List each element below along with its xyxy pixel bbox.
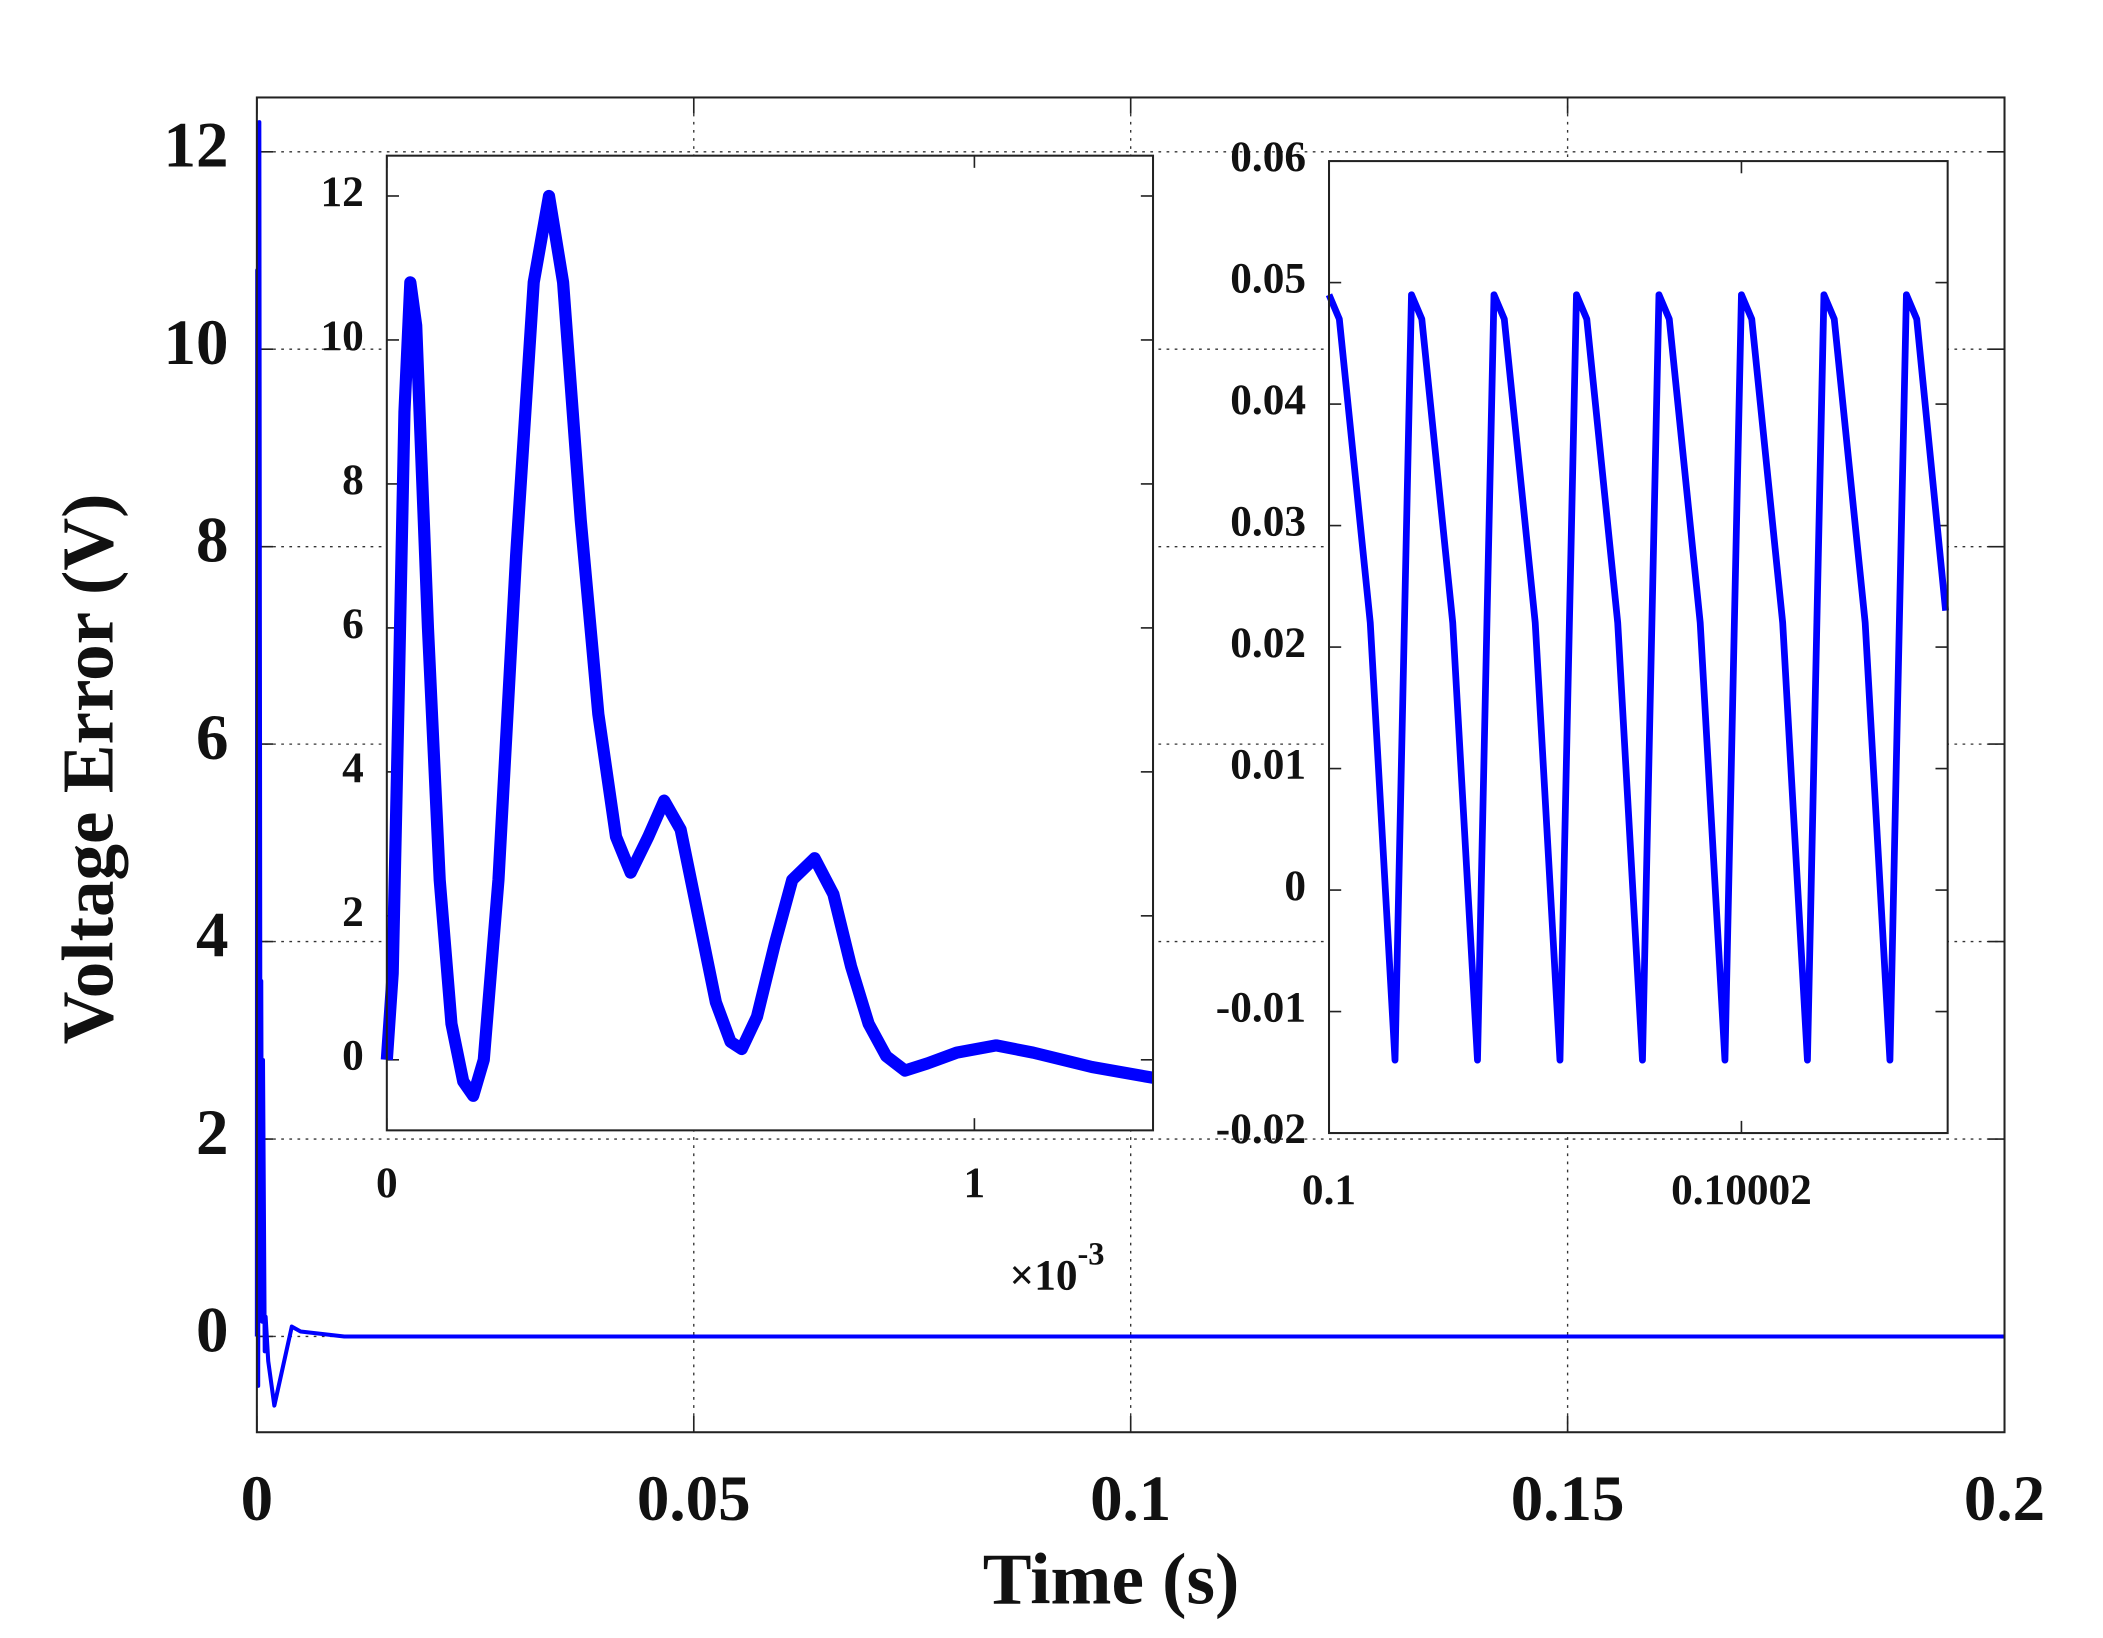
x-tick-label: 0 (241, 1463, 273, 1535)
y-tick-label: 10 (321, 312, 364, 360)
y-tick-label: 0 (196, 1294, 228, 1366)
y-tick-label: 0.05 (1230, 255, 1306, 303)
x-axis-label: Time (s) (983, 1538, 1239, 1619)
y-tick-label: 8 (342, 456, 364, 504)
x-tick-label: 0.10002 (1671, 1166, 1812, 1214)
y-axis-label: Voltage Error (V) (48, 494, 129, 1045)
x-tick-label: 0 (376, 1159, 398, 1207)
y-tick-label: 4 (196, 899, 228, 971)
y-tick-label: 0.06 (1230, 133, 1306, 181)
x-multiplier-exponent: -3 (1078, 1237, 1105, 1273)
y-tick-label: 0.01 (1230, 741, 1306, 789)
y-tick-label: 0.03 (1230, 498, 1306, 546)
y-tick-label: 0.04 (1230, 376, 1306, 424)
x-multiplier: ×10-3 (1010, 1237, 1105, 1299)
y-tick-label: 8 (196, 505, 228, 577)
y-tick-label: -0.01 (1216, 984, 1306, 1032)
axes-frame (385, 154, 1155, 1132)
y-tick-label: 2 (196, 1097, 228, 1169)
y-tick-label: 12 (163, 110, 228, 182)
y-tick-label: 6 (196, 702, 228, 774)
y-tick-label: 0 (1284, 862, 1306, 910)
x-tick-label: 0.2 (1964, 1463, 2045, 1535)
x-multiplier-base: ×10 (1010, 1251, 1078, 1299)
data-line (380, 189, 1155, 1102)
x-tick-label: 1 (964, 1159, 986, 1207)
y-tick-label: -0.02 (1216, 1105, 1306, 1153)
x-tick-label: 0.05 (637, 1463, 751, 1535)
y-tick-label: 4 (342, 744, 364, 792)
y-tick-label: 6 (342, 600, 364, 648)
axes-frame (1327, 160, 1949, 1135)
y-tick-label: 0.02 (1230, 619, 1306, 667)
axes-frame (255, 96, 2006, 1434)
data-line (254, 120, 2005, 1408)
data-line (1325, 291, 1949, 1064)
y-tick-label: 0 (342, 1032, 364, 1080)
y-tick-label: 12 (321, 168, 364, 216)
y-tick-label: 2 (342, 888, 364, 936)
y-tick-label: 10 (163, 307, 228, 379)
x-tick-label: 0.1 (1090, 1463, 1171, 1535)
x-tick-label: 0.1 (1302, 1166, 1356, 1214)
x-tick-label: 0.15 (1511, 1463, 1625, 1535)
